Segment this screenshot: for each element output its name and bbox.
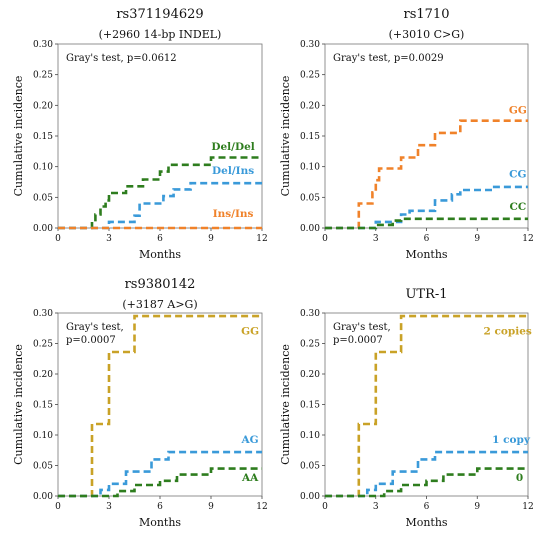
y-tick-label: 0.20 (300, 370, 320, 380)
chart-panel-4: UTR-1 0.00 0.05 0.10 0.15 0.20 0.25 0.30 0 3 6 9 12 M… (279, 287, 534, 529)
x-tick-label: 3 (373, 502, 379, 512)
x-tick-label: 3 (106, 502, 112, 512)
y-tick-label: 0.10 (300, 163, 320, 173)
x-tick-label: 6 (157, 502, 163, 512)
chart-panel-1: rs371194629 (+2960 14-bp INDEL) 0.00 0.05 0.… (12, 7, 268, 261)
x-tick-label: 0 (55, 502, 61, 512)
y-tick-label: 0.20 (300, 101, 320, 111)
grays-test-annotation: Gray's test, p=0.0612 (66, 53, 177, 64)
grays-test-annotation: p=0.0007 (333, 335, 383, 346)
x-tick-label: 0 (322, 502, 328, 512)
y-tick-label: 0.30 (300, 40, 320, 50)
y-tick-label: 0.25 (33, 340, 53, 350)
x-tick-label: 12 (256, 502, 267, 512)
y-tick-label: 0.05 (33, 462, 53, 472)
grays-test-annotation: p=0.0007 (66, 335, 116, 346)
y-tick-label: 0.25 (300, 340, 320, 350)
chart-title: rs1710 (404, 7, 450, 22)
y-tick-label: 0.00 (33, 492, 53, 502)
y-tick-label: 0.10 (300, 431, 320, 441)
chart-panel-3: rs9380142 (+3187 A>G) 0.00 0.05 0.10 0.15 0.20… (12, 277, 268, 529)
series-label: 0 (516, 472, 523, 484)
series-line-gg (325, 119, 528, 230)
grays-test-annotation: Gray's test, (66, 322, 124, 333)
x-tick-label: 12 (522, 234, 533, 244)
series-label: CG (509, 169, 526, 181)
series-label: GG (241, 325, 259, 337)
x-tick-label: 9 (474, 502, 480, 512)
chart-title: rs371194629 (116, 7, 203, 22)
x-tick-label: 12 (256, 234, 267, 244)
series-line-cc (325, 217, 528, 230)
y-tick-label: 0.15 (300, 401, 320, 411)
y-tick-label: 0.00 (300, 224, 320, 234)
series-label: Del/Del (211, 141, 254, 153)
x-tick-label: 6 (424, 502, 430, 512)
y-axis-label: Cumulative incidence (12, 344, 25, 465)
chart-title: rs9380142 (125, 277, 196, 292)
x-tick-label: 12 (522, 502, 533, 512)
x-axis-label: Months (405, 516, 447, 529)
x-axis-label: Months (405, 248, 447, 261)
plot-frame (324, 43, 529, 229)
x-axis-label: Months (139, 248, 181, 261)
plot-frame (57, 43, 263, 229)
x-tick-label: 9 (208, 234, 214, 244)
y-tick-label: 0.05 (300, 462, 320, 472)
series-line-1-copy (325, 450, 528, 498)
series-line-del-del (58, 156, 262, 230)
series-label: AG (241, 434, 259, 446)
series-label: GG (509, 104, 527, 116)
y-tick-label: 0.20 (33, 101, 53, 111)
y-tick-label: 0.05 (33, 193, 53, 203)
y-tick-label: 0.15 (300, 132, 320, 142)
series-label: 2 copies (484, 325, 532, 337)
y-axis-label: Cumulative incidence (279, 344, 292, 465)
series-line-ag (58, 450, 262, 498)
series-label: Del/Ins (212, 165, 254, 177)
y-tick-label: 0.30 (33, 309, 53, 319)
series-line-cg (325, 185, 528, 230)
series-line-del-ins (58, 181, 262, 230)
x-tick-label: 0 (322, 234, 328, 244)
chart-subtitle: (+3187 A>G) (122, 298, 197, 311)
y-tick-label: 0.15 (33, 132, 53, 142)
y-tick-label: 0.00 (33, 224, 53, 234)
series-line-2-copies (325, 314, 528, 498)
x-tick-label: 9 (208, 502, 214, 512)
series-label: 1 copy (492, 434, 531, 446)
y-tick-label: 0.05 (300, 193, 320, 203)
chart-subtitle: (+2960 14-bp INDEL) (99, 28, 222, 41)
y-tick-label: 0.30 (300, 309, 320, 319)
chart-panel-2: rs1710 (+3010 C>G) 0.00 0.05 0.10 0.15 0.20 0.2… (279, 7, 534, 261)
grays-test-annotation: Gray's test, p=0.0029 (333, 53, 444, 64)
y-axis-label: Cumulative incidence (279, 76, 292, 197)
x-tick-label: 6 (157, 234, 163, 244)
y-axis-label: Cumulative incidence (12, 76, 25, 197)
chart-title: UTR-1 (405, 287, 447, 302)
x-tick-label: 3 (373, 234, 379, 244)
x-tick-label: 0 (55, 234, 61, 244)
series-label: AA (241, 472, 259, 484)
series-line-aa (58, 467, 262, 498)
y-tick-label: 0.10 (33, 163, 53, 173)
grays-test-annotation: Gray's test, (333, 322, 391, 333)
y-tick-label: 0.25 (300, 71, 320, 81)
y-tick-label: 0.10 (33, 431, 53, 441)
y-tick-label: 0.20 (33, 370, 53, 380)
series-line-gg (58, 314, 262, 498)
x-axis-label: Months (139, 516, 181, 529)
series-label: Ins/Ins (213, 208, 254, 220)
chart-subtitle: (+3010 C>G) (389, 28, 465, 41)
series-label: CC (509, 201, 526, 213)
x-tick-label: 3 (106, 234, 112, 244)
y-tick-label: 0.00 (300, 492, 320, 502)
y-tick-label: 0.25 (33, 71, 53, 81)
x-tick-label: 9 (474, 234, 480, 244)
series-line-0 (325, 467, 528, 498)
x-tick-label: 6 (424, 234, 430, 244)
y-tick-label: 0.30 (33, 40, 53, 50)
y-tick-label: 0.15 (33, 401, 53, 411)
